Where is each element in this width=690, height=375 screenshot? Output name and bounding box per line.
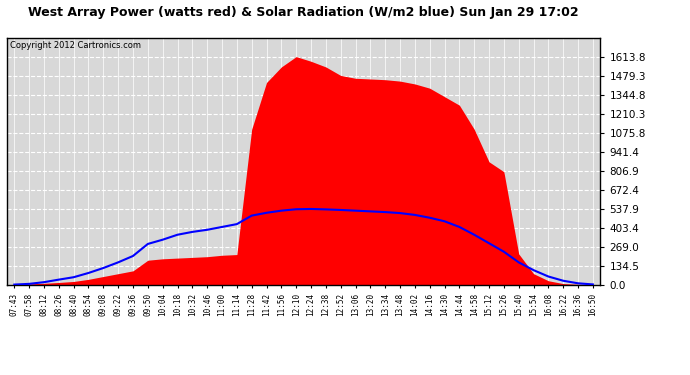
Text: Copyright 2012 Cartronics.com: Copyright 2012 Cartronics.com xyxy=(10,41,141,50)
Text: West Array Power (watts red) & Solar Radiation (W/m2 blue) Sun Jan 29 17:02: West Array Power (watts red) & Solar Rad… xyxy=(28,6,579,19)
